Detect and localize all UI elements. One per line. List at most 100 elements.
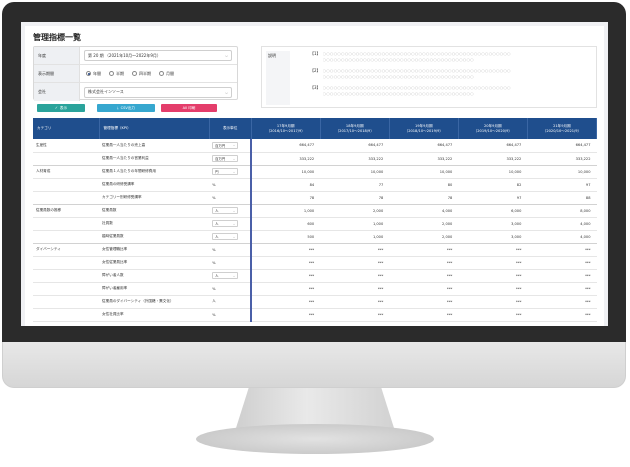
- table-row: カテゴリー別研修受講率% 78 78 78 97 88: [33, 191, 597, 205]
- print-all-button[interactable]: All 印刷: [161, 104, 217, 112]
- unit-label: 人: [212, 299, 216, 303]
- unit-label: %: [212, 195, 216, 200]
- company-select-value: 株式会社インソース: [88, 89, 124, 94]
- row-value: ***: [389, 282, 459, 296]
- filter-panel: 年度 第 20 期 （2021年10月～2022年9月） ⌵ 表示期間 年間 半…: [33, 46, 238, 101]
- explanation-number: 【1】: [310, 51, 321, 56]
- row-value: ***: [527, 243, 597, 257]
- row-value: 10,000: [251, 165, 321, 179]
- row-value: 78: [389, 191, 459, 205]
- monitor-screen: 管理指標一覧 年度 第 20 期 （2021年10月～2022年9月） ⌵ 表示…: [21, 22, 608, 326]
- row-category: [33, 178, 100, 192]
- row-category: [33, 295, 100, 309]
- csv-export-button[interactable]: ⤓ CSV出力: [97, 104, 155, 112]
- chevron-down-icon: ⌵: [232, 143, 236, 148]
- row-category: [33, 152, 100, 166]
- unit-select[interactable]: 人 ⌵: [212, 272, 239, 279]
- row-value: ***: [527, 256, 597, 270]
- year-select-value: 第 20 期 （2021年10月～2022年9月）: [88, 52, 161, 58]
- row-unit-cell: 人 ⌵: [209, 269, 253, 283]
- company-select[interactable]: 株式会社インソース ⌵: [84, 86, 232, 98]
- row-kpi-name: 臨時従業員数: [99, 230, 210, 244]
- row-value: 80: [389, 178, 459, 192]
- period-title: 17年9月期: [276, 123, 295, 128]
- row-value: 1,000: [320, 217, 390, 231]
- row-value: 77: [320, 178, 390, 192]
- period-option-label: 月間: [166, 70, 174, 76]
- filter-year-label: 年度: [34, 47, 80, 64]
- header-kpi: 管理指標（KPI）: [99, 118, 210, 139]
- row-category: [33, 191, 100, 205]
- unit-select[interactable]: 円 ⌵: [212, 168, 239, 175]
- filter-period-label: 表示期間: [34, 65, 80, 82]
- radio-icon: [159, 71, 164, 76]
- period-radio-month[interactable]: 月間: [159, 71, 174, 77]
- row-kpi-name: 従業員の研修受講率: [99, 178, 210, 192]
- row-kpi-name: 社員数: [99, 217, 210, 231]
- unit-select[interactable]: 人 ⌵: [212, 233, 239, 240]
- header-period: 20年9月期 （2019/10～2020/9）: [458, 118, 528, 139]
- unit-select[interactable]: 人 ⌵: [212, 220, 239, 227]
- header-period: 18年9月期 （2017/10～2018/9）: [320, 118, 390, 139]
- unit-select[interactable]: 人 ⌵: [212, 207, 239, 214]
- row-unit-cell: 百万円 ⌵: [209, 152, 253, 166]
- row-value: ***: [251, 269, 321, 283]
- explanation-label: 説明: [266, 51, 290, 105]
- unit-select[interactable]: 百万円 ⌵: [212, 141, 239, 149]
- row-unit-cell: 百万円 ⌵: [209, 139, 253, 153]
- period-radio-quarter[interactable]: 四半期: [132, 71, 151, 77]
- table-row: 生産性 従業員一人当たりの売上高 百万円 ⌵ 664,477 664,477 664,477…: [33, 139, 597, 153]
- period-option-label: 四半期: [139, 70, 151, 76]
- row-value: ***: [320, 308, 390, 322]
- row-value: ***: [320, 295, 390, 309]
- row-category: ダイバーシティ: [33, 243, 100, 257]
- filter-period-row: 表示期間 年間 半期 四半期 月間: [34, 65, 237, 83]
- chevron-down-icon: ⌵: [224, 53, 228, 58]
- print-all-button-label: All 印刷: [182, 105, 196, 110]
- row-kpi-name: カテゴリー別研修受講率: [99, 191, 210, 205]
- kpi-table: カテゴリ 管理指標（KPI） 表示単位 17年9月期 （2016/10～2017/…: [33, 118, 598, 322]
- row-unit-cell: %: [209, 308, 253, 322]
- row-value: 4,000: [527, 230, 597, 244]
- monitor-stand-base: [196, 424, 434, 454]
- row-value: ***: [320, 256, 390, 270]
- table-row: 臨時従業員数人 ⌵ 500 1,000 2,000 3,000 4,000: [33, 230, 597, 244]
- row-value: ***: [389, 308, 459, 322]
- period-title: 19年9月期: [414, 123, 433, 128]
- unit-select[interactable]: 百万円 ⌵: [212, 155, 239, 162]
- header-period: 17年9月期 （2016/10～2017/9）: [251, 118, 321, 139]
- row-category: [33, 256, 100, 270]
- table-row: 人材育成 従業員１人当たりの年間研修費用円 ⌵ 10,000 10,000 10,000 1…: [33, 165, 597, 179]
- table-body: 生産性 従業員一人当たりの売上高 百万円 ⌵ 664,477 664,477 664,477…: [33, 139, 597, 322]
- unit-select-value: 人: [215, 209, 219, 213]
- chevron-down-icon: ⌵: [232, 273, 236, 278]
- period-range: （2020/10～2021/9）: [542, 128, 582, 133]
- period-radio-half[interactable]: 半期: [109, 71, 124, 77]
- table-row: 女性従業員比率% *** *** *** *** ***: [33, 256, 597, 270]
- year-select[interactable]: 第 20 期 （2021年10月～2022年9月） ⌵: [84, 50, 232, 61]
- table-row: 従業員数の推移 従業員数人 ⌵ 1,000 2,000 4,000 6,000 8,000: [33, 204, 597, 218]
- table-row: 障がい者雇用率% *** *** *** *** ***: [33, 282, 597, 296]
- row-value: ***: [320, 269, 390, 283]
- row-kpi-name: 従業員１人当たりの年間研修費用: [99, 165, 210, 179]
- explanation-text: ○○○○○○○○○○○○○○○○○○○○○○○○○○○○○○○○○○○○○○○○…: [322, 68, 511, 73]
- row-value: 333,222: [320, 152, 390, 166]
- row-value: ***: [458, 282, 528, 296]
- row-category: [33, 230, 100, 244]
- row-value: ***: [458, 269, 528, 283]
- table-row: ダイバーシティ 女性管理職比率% *** *** *** *** ***: [33, 243, 597, 257]
- row-value: 2,000: [389, 217, 459, 231]
- header-unit: 表示単位: [209, 118, 252, 139]
- row-category: [33, 282, 100, 296]
- explanation-text: ○○○○○○○○○○○○○○○○○○○○○○○○○○○○○○○○○○○○○○○○…: [322, 91, 474, 96]
- period-radio-annual[interactable]: 年間: [86, 71, 101, 77]
- chevron-down-icon: ⌵: [232, 208, 236, 213]
- radio-icon: [132, 71, 137, 76]
- row-value: 8,000: [527, 204, 597, 218]
- row-unit-cell: 人 ⌵: [209, 217, 253, 231]
- show-button[interactable]: ✓ 表示: [37, 104, 85, 112]
- chevron-down-icon: ⌵: [232, 169, 236, 174]
- row-value: 10,000: [527, 165, 597, 179]
- row-value: ***: [251, 282, 321, 296]
- period-range: （2019/10～2020/9）: [473, 128, 513, 133]
